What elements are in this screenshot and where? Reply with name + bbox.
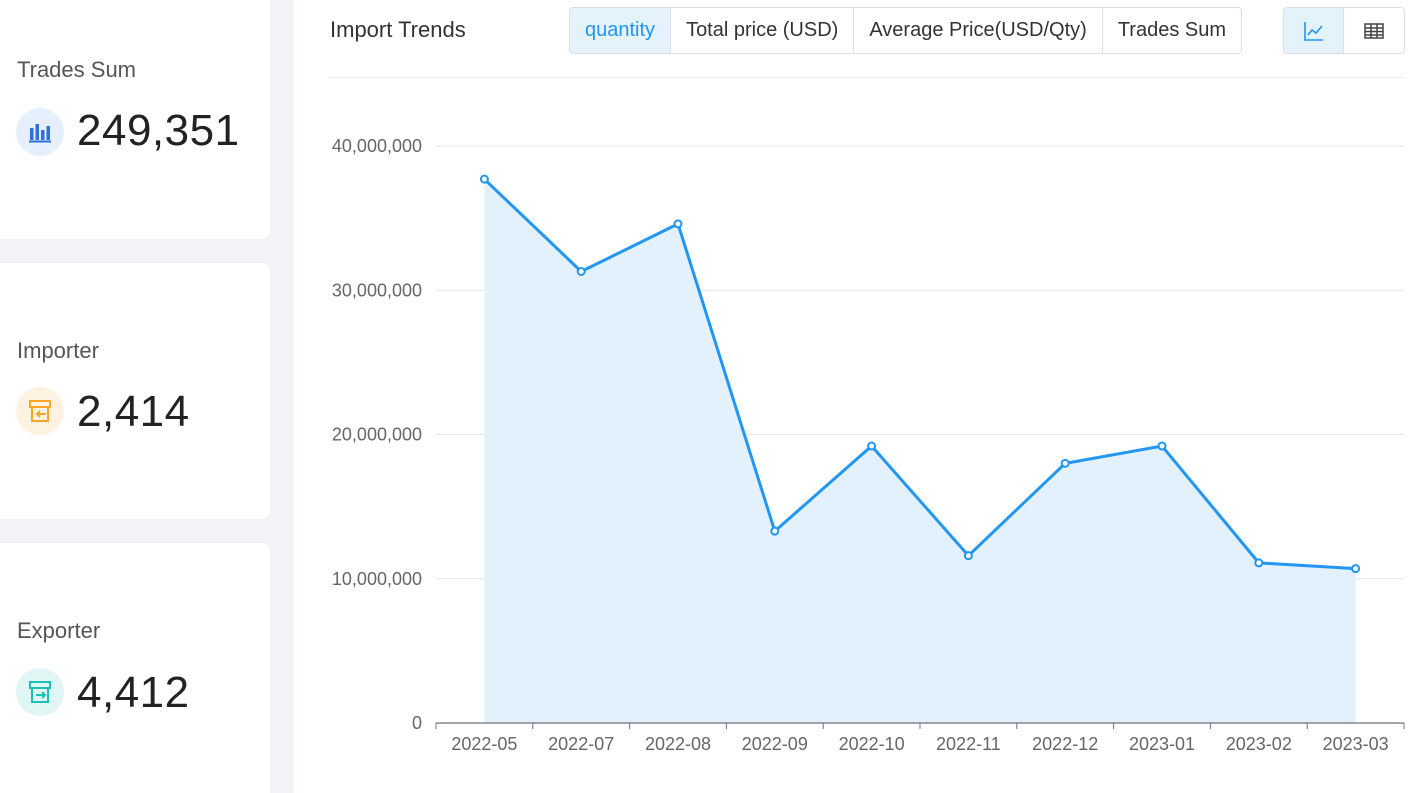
- series-area: [484, 179, 1356, 724]
- stat-value: 2,414: [77, 387, 190, 436]
- x-tick-label: 2022-12: [1032, 734, 1098, 754]
- y-tick-label: 30,000,000: [332, 280, 422, 300]
- y-tick-label: 20,000,000: [332, 425, 422, 445]
- y-tick-label: 10,000,000: [332, 569, 422, 589]
- tab-average-price[interactable]: Average Price(USD/Qty): [854, 8, 1103, 53]
- stat-label: Exporter: [17, 618, 101, 643]
- stat-card-exporter: Exporter 4,412: [0, 543, 270, 793]
- stat-label: Importer: [17, 338, 99, 363]
- data-point: [1157, 441, 1167, 451]
- data-point: [673, 219, 683, 229]
- y-tick-label: 0: [412, 713, 422, 733]
- x-tick-label: 2022-09: [742, 734, 808, 754]
- stat-value: 4,412: [77, 668, 190, 717]
- series-line: [483, 178, 1356, 571]
- store-export-icon: [16, 668, 64, 716]
- import-trends-panel: Import Trends quantity Total price (USD)…: [294, 0, 1418, 793]
- tab-quantity[interactable]: quantity: [570, 8, 672, 53]
- stat-value: 249,351: [77, 106, 240, 155]
- view-toggle: [1283, 7, 1405, 54]
- x-tick-label: 2022-08: [645, 734, 711, 754]
- line-chart-icon: [1303, 21, 1323, 41]
- table-icon: [1364, 22, 1384, 39]
- header-divider: [329, 77, 1404, 78]
- stat-card-importer: Importer 2,414: [0, 263, 270, 519]
- data-point: [1254, 558, 1264, 568]
- x-tick-label: 2023-01: [1129, 734, 1195, 754]
- x-tick-label: 2023-03: [1323, 734, 1389, 754]
- data-point: [770, 526, 780, 536]
- store-import-icon: [16, 387, 64, 435]
- data-point: [1060, 458, 1070, 468]
- metric-tabs: quantity Total price (USD) Average Price…: [569, 7, 1242, 54]
- y-tick-label: 40,000,000: [332, 136, 422, 156]
- data-point: [576, 266, 586, 276]
- x-tick-label: 2022-05: [451, 734, 517, 754]
- x-tick-label: 2023-02: [1226, 734, 1292, 754]
- data-point: [867, 441, 877, 451]
- bar-chart-icon: [16, 108, 64, 156]
- data-point: [1351, 564, 1361, 574]
- line-chart: 0 10,000,000 20,000,000 30,000,000 40,000,00…: [332, 136, 1405, 754]
- stat-card-trades-sum: Trades Sum 249,351: [0, 0, 270, 239]
- x-tick-label: 2022-07: [548, 734, 614, 754]
- line-chart-view-button[interactable]: [1284, 8, 1344, 53]
- tab-total-price[interactable]: Total price (USD): [671, 8, 855, 53]
- stat-label: Trades Sum: [17, 57, 137, 82]
- x-tick-label: 2022-11: [936, 734, 1001, 754]
- panel-title: Import Trends: [330, 17, 466, 42]
- data-point: [479, 174, 489, 184]
- table-view-button[interactable]: [1344, 8, 1404, 53]
- x-tick-label: 2022-10: [839, 734, 905, 754]
- tab-trades-sum[interactable]: Trades Sum: [1102, 8, 1241, 53]
- data-point: [963, 551, 973, 561]
